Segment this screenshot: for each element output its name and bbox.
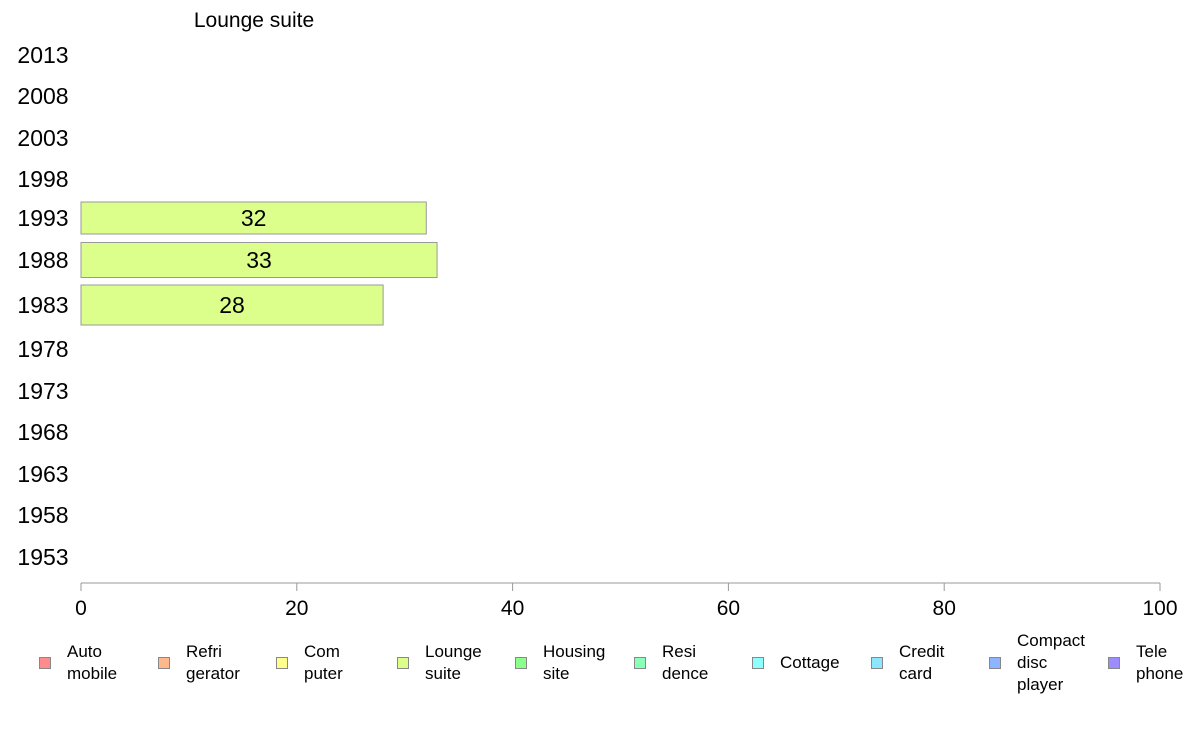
y-axis-labels: 2013 2008 2003 1998 1993 1988 1983 1978 1973 1968… [17,42,68,570]
legend-label: Housing site [543,642,606,683]
legend-swatch [515,657,527,669]
y-tick-label: 1998 [17,166,68,192]
legend-label: Refri gerator [186,642,240,683]
legend-swatch [397,657,409,669]
y-tick-label: 1973 [17,378,68,404]
x-tick-label: 40 [501,597,524,620]
y-tick-label: 2013 [17,42,68,68]
legend-label: Tele phone [1136,642,1184,683]
y-tick-label: 1953 [17,544,68,570]
bar-value-label: 28 [219,292,245,318]
legend-label: Resi dence [662,642,709,683]
bar-value-label: 32 [241,205,267,231]
chart-title: Lounge suite [194,9,314,32]
y-tick-label: 2008 [17,83,68,109]
legend-item: Housing site [515,641,605,685]
legend-item: Cottage [752,652,840,674]
legend: Auto mobile Refri gerator Com puter Lounge … [0,630,1188,710]
y-tick-label: 1963 [17,461,68,487]
legend-swatch [989,657,1001,669]
legend-item: Com puter [276,641,343,685]
legend-label: Cottage [780,653,840,672]
x-axis-ticks: 0 20 40 60 80 100 [75,583,1178,620]
x-tick-label: 20 [285,597,308,620]
legend-swatch [871,657,883,669]
y-tick-label: 1968 [17,419,68,445]
y-tick-label: 1988 [17,247,68,273]
legend-item: Compact disc player [989,630,1085,696]
bar [80,284,384,326]
legend-item: Credit card [871,641,944,685]
legend-label: Auto mobile [67,642,118,683]
legend-item: Resi dence [634,641,708,685]
legend-swatch [752,657,764,669]
legend-item: Tele phone [1108,641,1183,685]
bar [80,201,427,235]
legend-item: Auto mobile [39,641,117,685]
legend-swatch [39,657,51,669]
legend-label: Compact disc player [1017,631,1086,694]
y-tick-label: 1993 [17,205,68,231]
legend-label: Com puter [304,642,343,683]
y-tick-label: 1958 [17,502,68,528]
legend-swatch [634,657,646,669]
bar-chart: Lounge suite 2013 2008 2003 1998 1993 1988 198… [17,9,1178,620]
y-tick-label: 2003 [17,125,68,151]
bar-value-label: 33 [246,247,272,273]
legend-item: Lounge suite [397,641,482,685]
y-tick-label: 1983 [17,292,68,318]
legend-label: Lounge suite [425,642,482,683]
x-tick-label: 0 [75,597,87,620]
legend-label: Credit card [899,642,945,683]
legend-swatch [276,657,288,669]
x-tick-label: 60 [717,597,740,620]
legend-swatch [1108,657,1120,669]
legend-swatch [158,657,170,669]
x-tick-label: 100 [1142,597,1177,620]
legend-item: Refri gerator [158,641,240,685]
x-tick-label: 80 [933,597,956,620]
bar [80,242,438,278]
y-tick-label: 1978 [17,336,68,362]
